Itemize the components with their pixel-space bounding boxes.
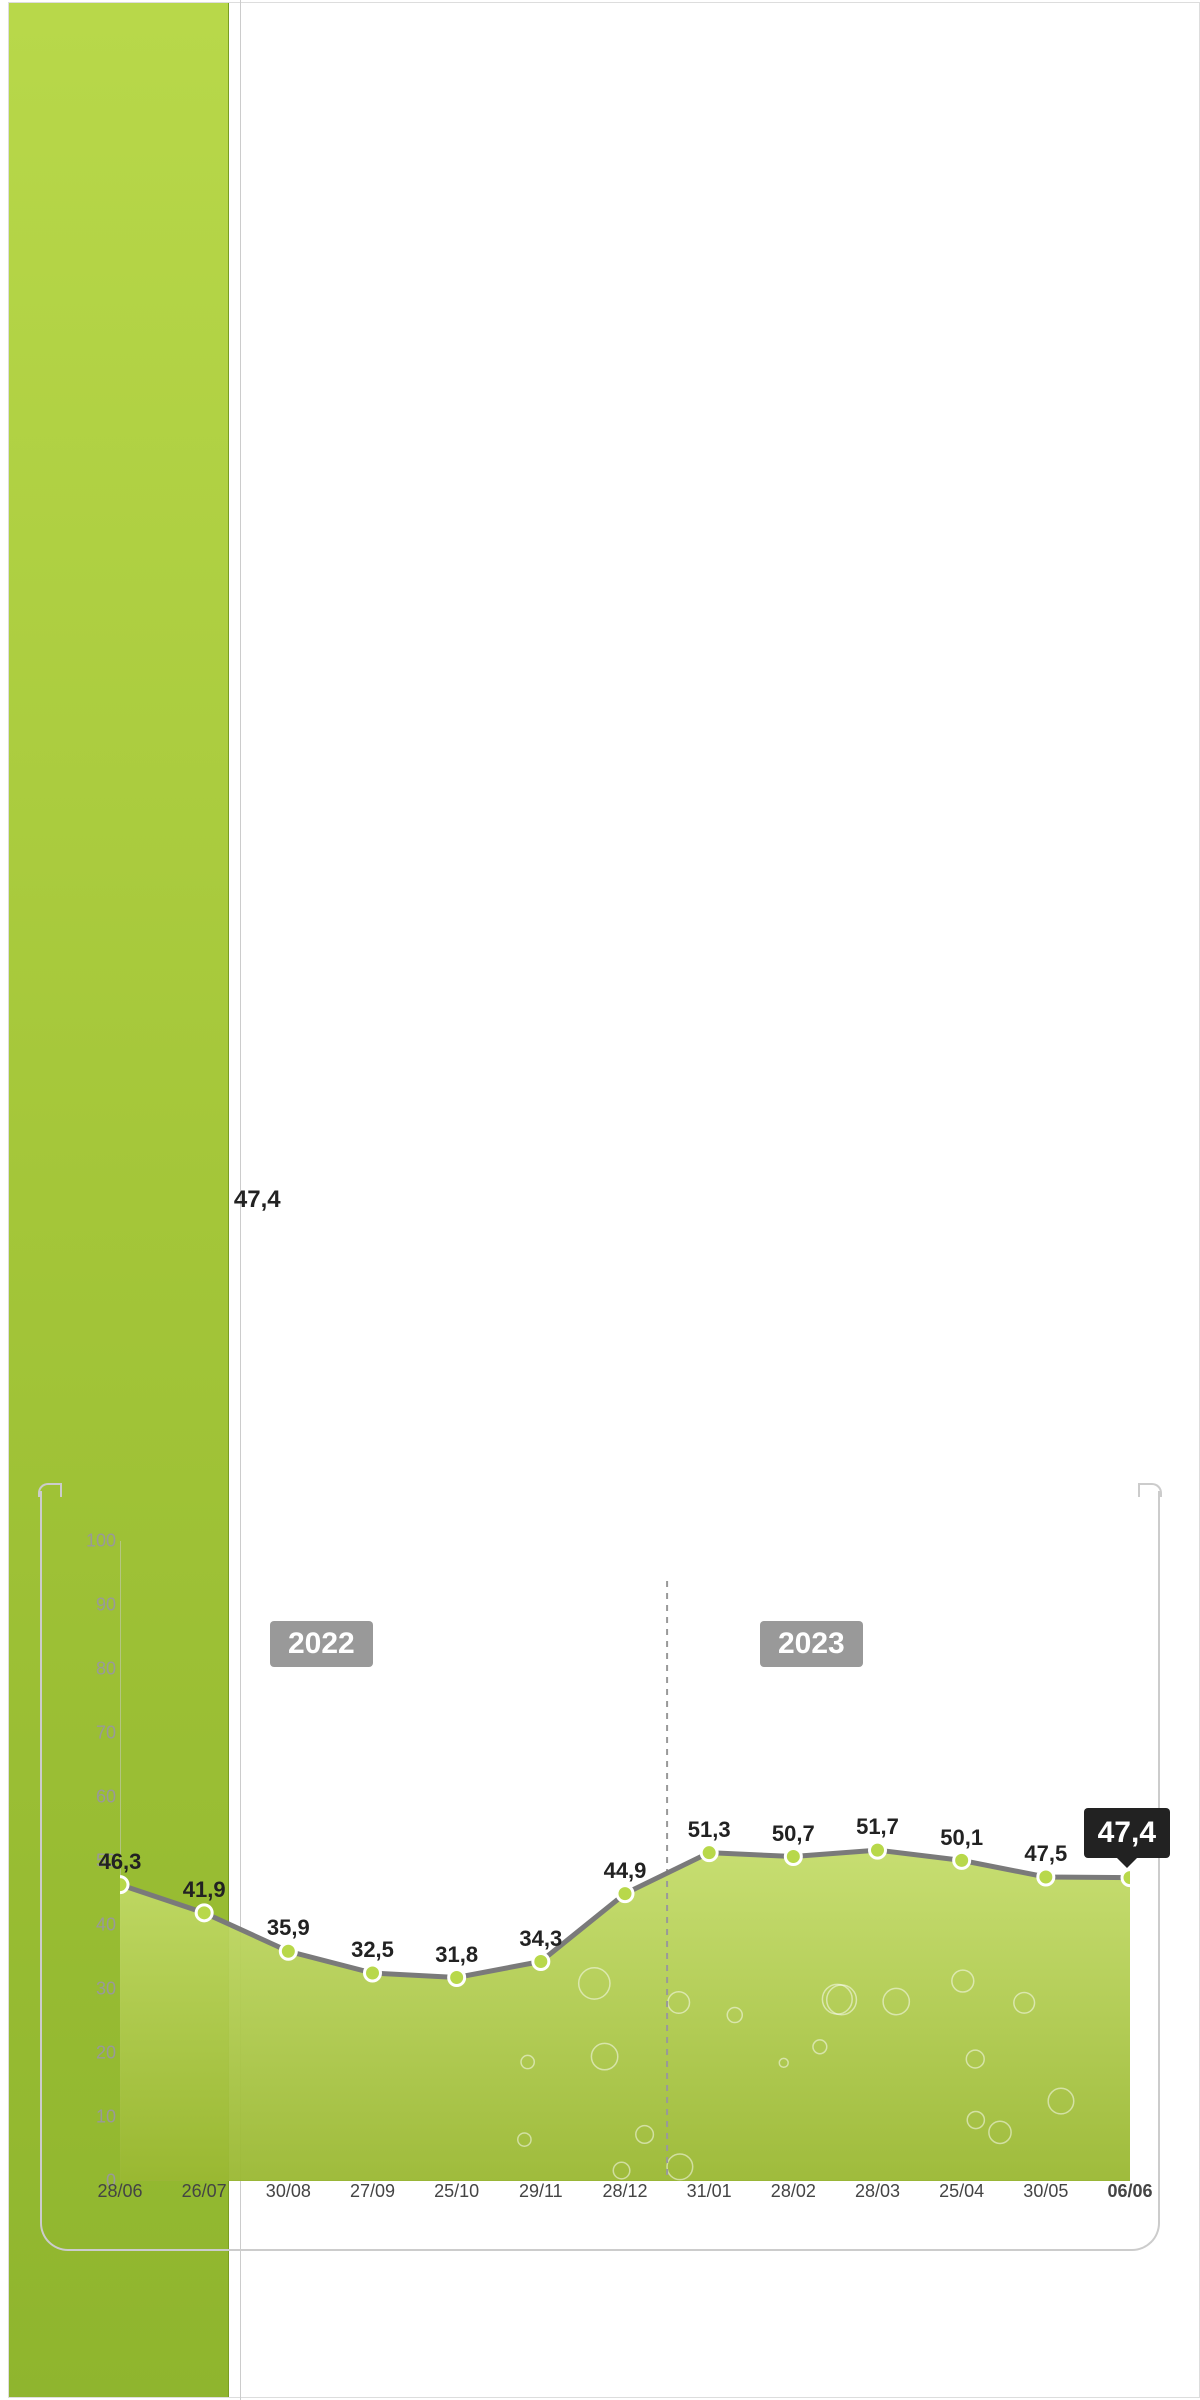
x-axis-label: 28/12 (602, 2181, 647, 2202)
chart-point-label: 32,5 (351, 1937, 394, 1963)
x-axis-label: 30/05 (1023, 2181, 1068, 2202)
chart-point-label: 44,9 (604, 1858, 647, 1884)
x-axis-label: 31/01 (687, 2181, 732, 2202)
x-axis-label: 30/08 (266, 2181, 311, 2202)
x-axis-label: 29/11 (519, 2181, 563, 2202)
x-axis-label: 28/06 (97, 2181, 142, 2202)
chart-point-label: 35,9 (267, 1915, 310, 1941)
x-axis-label: 25/10 (434, 2181, 479, 2202)
final-value-badge: 47,4 (1084, 1808, 1170, 1858)
chart-point-label: 51,7 (856, 1814, 899, 1840)
x-axis-label: 06/06 (1107, 2181, 1152, 2202)
x-axis-label: 25/04 (939, 2181, 984, 2202)
reservoir-table: Ámbitos Capacidadtotal* Situaciónactual*… (40, 201, 1160, 1294)
jar-chart: 0102030405060708090100 46,341,935,932,53… (40, 1491, 1160, 2251)
chart-point-label: 47,5 (1024, 1841, 1067, 1867)
chart-point-label: 41,9 (183, 1877, 226, 1903)
year-2023-label: 2023 (760, 1621, 863, 1667)
x-axis-label: 27/09 (350, 2181, 395, 2202)
total-peninsular: TOTAL PENINSULAR 56.069 26.588 47,4 (40, 1200, 1160, 1248)
chart-point-label: 34,3 (519, 1926, 562, 1952)
x-axis-label: 28/03 (855, 2181, 900, 2202)
x-axis-label: 26/07 (182, 2181, 227, 2202)
chart-point-label: 50,1 (940, 1825, 983, 1851)
chart-point-label: 51,3 (688, 1817, 731, 1843)
chart-point-label: 50,7 (772, 1821, 815, 1847)
chart-point-label: 31,8 (435, 1942, 478, 1968)
x-axis-label: 28/02 (771, 2181, 816, 2202)
year-2022-label: 2022 (270, 1621, 373, 1667)
chart-point-label: 46,3 (99, 1849, 142, 1875)
